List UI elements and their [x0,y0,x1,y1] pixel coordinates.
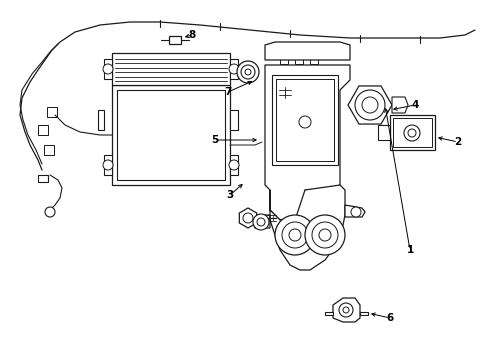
Polygon shape [230,110,238,130]
Polygon shape [252,215,270,228]
Circle shape [229,160,239,170]
Polygon shape [112,53,230,85]
Polygon shape [265,42,350,60]
Circle shape [45,207,55,217]
Polygon shape [295,50,303,64]
Circle shape [355,90,385,120]
Circle shape [103,160,113,170]
Polygon shape [333,298,360,322]
Polygon shape [393,118,432,147]
Text: 7: 7 [224,87,232,97]
Polygon shape [104,155,112,175]
Polygon shape [378,125,390,140]
Text: 8: 8 [188,30,196,40]
Circle shape [404,125,420,141]
Polygon shape [169,36,181,44]
Circle shape [351,207,361,217]
Polygon shape [38,175,48,182]
Polygon shape [310,50,318,64]
Polygon shape [230,59,238,79]
Circle shape [305,215,345,255]
Polygon shape [272,75,338,165]
Text: 1: 1 [406,245,414,255]
Polygon shape [98,110,104,130]
Circle shape [245,69,251,75]
Polygon shape [392,97,408,113]
Circle shape [282,222,308,248]
Polygon shape [239,208,257,228]
Circle shape [343,307,349,313]
Polygon shape [38,125,48,135]
Polygon shape [345,205,365,217]
Polygon shape [325,312,333,315]
Circle shape [229,64,239,74]
Polygon shape [280,50,288,64]
Text: 3: 3 [226,190,234,200]
Circle shape [253,214,269,230]
Circle shape [275,215,315,255]
Polygon shape [230,155,238,175]
Polygon shape [390,115,435,150]
Circle shape [257,218,265,226]
Polygon shape [276,79,334,161]
Circle shape [339,303,353,317]
Polygon shape [348,86,392,124]
Text: 4: 4 [411,100,418,110]
Polygon shape [265,65,350,220]
Text: 2: 2 [454,137,462,147]
Circle shape [289,229,301,241]
Polygon shape [104,59,112,79]
Polygon shape [47,107,57,117]
Polygon shape [360,312,368,315]
Circle shape [319,229,331,241]
Polygon shape [270,185,345,270]
Circle shape [408,129,416,137]
Circle shape [299,116,311,128]
Polygon shape [44,145,54,155]
Text: 5: 5 [211,135,219,145]
Text: 6: 6 [387,313,393,323]
Polygon shape [305,228,315,242]
Circle shape [243,213,253,223]
Circle shape [237,61,259,83]
Circle shape [312,222,338,248]
Polygon shape [117,90,225,180]
Circle shape [241,65,255,79]
Circle shape [362,97,378,113]
Polygon shape [112,85,230,185]
Circle shape [103,64,113,74]
